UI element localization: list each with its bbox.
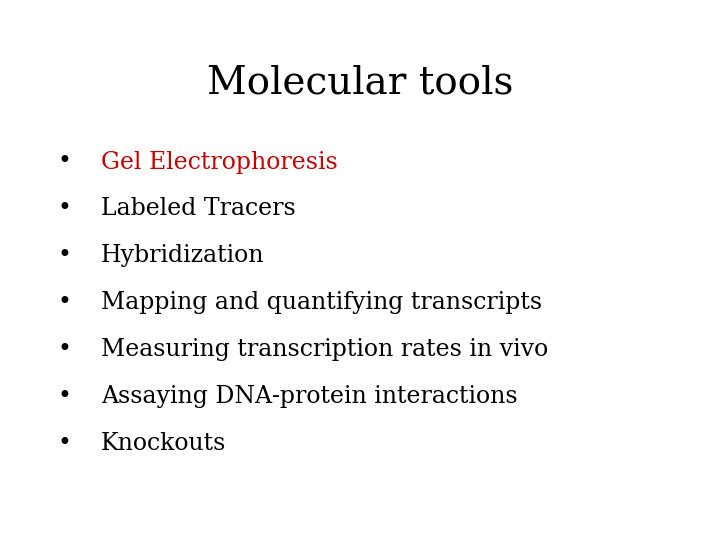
Text: •: • <box>58 292 72 314</box>
Text: Molecular tools: Molecular tools <box>207 65 513 102</box>
Text: Gel Electrophoresis: Gel Electrophoresis <box>101 151 338 173</box>
Text: •: • <box>58 198 72 220</box>
Text: Hybridization: Hybridization <box>101 245 264 267</box>
Text: Knockouts: Knockouts <box>101 433 226 455</box>
Text: Mapping and quantifying transcripts: Mapping and quantifying transcripts <box>101 292 542 314</box>
Text: Labeled Tracers: Labeled Tracers <box>101 198 295 220</box>
Text: •: • <box>58 151 72 173</box>
Text: Assaying DNA-protein interactions: Assaying DNA-protein interactions <box>101 386 518 408</box>
Text: •: • <box>58 433 72 455</box>
Text: •: • <box>58 245 72 267</box>
Text: •: • <box>58 386 72 408</box>
Text: •: • <box>58 339 72 361</box>
Text: Measuring transcription rates in vivo: Measuring transcription rates in vivo <box>101 339 548 361</box>
